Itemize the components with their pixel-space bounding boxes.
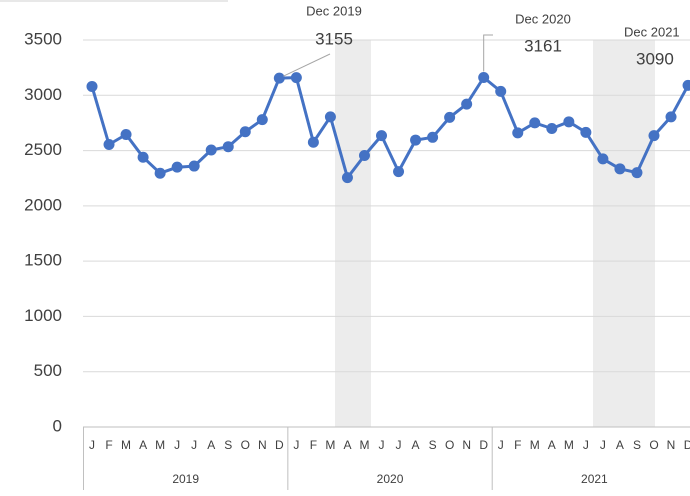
x-tick-label: D	[479, 438, 488, 452]
x-tick-label: A	[343, 438, 351, 452]
x-tick-label: A	[207, 438, 215, 452]
data-label: 3161	[524, 36, 562, 55]
x-tick-label: M	[325, 438, 335, 452]
y-tick-label: 2500	[24, 140, 62, 159]
data-point	[137, 151, 149, 163]
y-tick-label: 0	[53, 416, 62, 435]
x-tick-label: J	[89, 438, 95, 452]
year-label: 2021	[581, 472, 608, 486]
x-tick-label: S	[633, 438, 641, 452]
data-point	[239, 126, 251, 138]
x-tick-label: A	[548, 438, 556, 452]
x-tick-label: O	[445, 438, 454, 452]
data-point	[580, 126, 592, 138]
y-tick-label: 3000	[24, 85, 62, 104]
data-point	[393, 166, 405, 178]
data-point	[529, 117, 541, 129]
data-point	[273, 72, 285, 84]
data-point	[86, 80, 98, 92]
shaded-period	[593, 40, 655, 427]
x-tick-label: N	[258, 438, 267, 452]
data-point	[341, 172, 353, 184]
x-tick-label: J	[583, 438, 589, 452]
data-point	[222, 141, 234, 153]
data-label: 3090	[636, 49, 674, 68]
y-tick-label: 1000	[24, 306, 62, 325]
data-point	[597, 153, 609, 165]
data-point	[410, 134, 422, 146]
data-point	[631, 167, 643, 179]
data-point	[154, 167, 166, 179]
x-tick-label: N	[462, 438, 471, 452]
data-point	[120, 129, 132, 141]
leader-line	[483, 34, 493, 72]
annotation: Dec 2021	[624, 24, 680, 39]
x-tick-label: F	[310, 438, 317, 452]
x-tick-label: O	[649, 438, 658, 452]
data-point	[376, 130, 388, 142]
data-point	[648, 130, 660, 142]
x-tick-label: J	[293, 438, 299, 452]
x-tick-label: D	[684, 438, 690, 452]
x-tick-label: M	[155, 438, 165, 452]
data-point	[205, 144, 217, 156]
x-tick-label: A	[412, 438, 420, 452]
data-point	[461, 98, 473, 110]
x-tick-label: F	[514, 438, 521, 452]
x-tick-label: F	[105, 438, 112, 452]
x-tick-label: S	[429, 438, 437, 452]
data-point	[307, 136, 319, 148]
y-tick-label: 500	[34, 361, 62, 380]
data-point	[682, 79, 690, 91]
y-tick-label: 1500	[24, 251, 62, 270]
x-tick-label: J	[191, 438, 197, 452]
data-point	[358, 150, 370, 162]
y-tick-label: 2000	[24, 195, 62, 214]
data-point	[546, 122, 558, 134]
data-point	[256, 114, 268, 126]
year-label: 2019	[172, 472, 199, 486]
x-tick-label: M	[121, 438, 131, 452]
year-label: 2020	[377, 472, 404, 486]
data-label: 3155	[315, 29, 353, 48]
x-tick-label: J	[379, 438, 385, 452]
shaded-period	[335, 40, 371, 427]
x-tick-label: J	[174, 438, 180, 452]
data-point	[427, 131, 439, 143]
data-point	[290, 72, 302, 84]
data-point	[324, 111, 336, 123]
x-tick-label: M	[564, 438, 574, 452]
data-point	[563, 116, 575, 128]
annotation: Dec 2020	[515, 11, 571, 26]
x-tick-label: J	[396, 438, 402, 452]
x-tick-label: S	[224, 438, 232, 452]
leader-line	[283, 53, 331, 77]
x-tick-label: A	[139, 438, 147, 452]
data-point	[188, 160, 200, 172]
data-point	[444, 111, 456, 123]
x-tick-label: M	[359, 438, 369, 452]
x-tick-label: A	[616, 438, 624, 452]
x-tick-label: J	[600, 438, 606, 452]
data-point	[512, 127, 524, 139]
data-point	[171, 161, 183, 173]
data-point	[478, 71, 490, 83]
annotation: Dec 2019	[306, 3, 362, 18]
data-point	[103, 138, 115, 150]
x-tick-label: O	[241, 438, 250, 452]
data-point	[495, 85, 507, 97]
x-tick-label: M	[530, 438, 540, 452]
x-tick-label: D	[275, 438, 284, 452]
y-tick-label: 3500	[24, 29, 62, 48]
data-point	[614, 163, 626, 175]
data-point	[665, 111, 677, 123]
x-tick-label: N	[667, 438, 676, 452]
x-tick-label: J	[498, 438, 504, 452]
